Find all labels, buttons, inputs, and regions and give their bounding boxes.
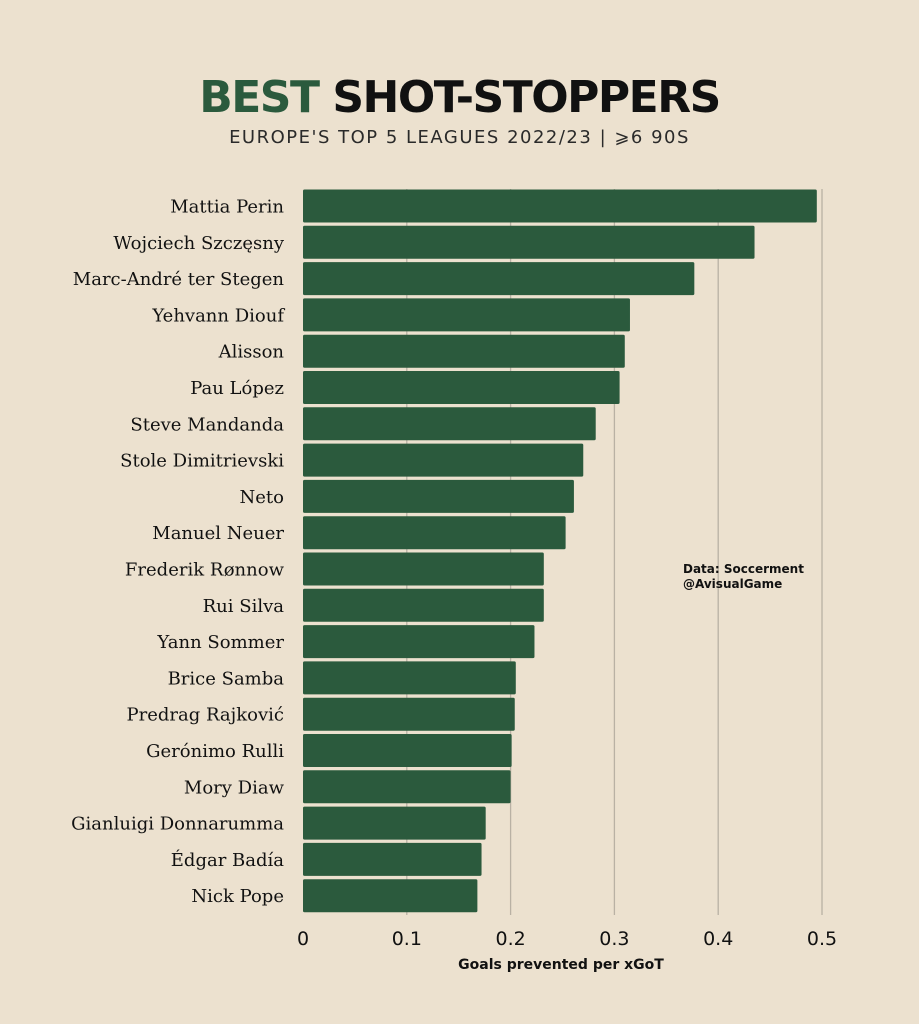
x-tick-label: 0 xyxy=(297,928,309,950)
chart-title: BEST SHOT-STOPPERS xyxy=(0,70,919,126)
bar xyxy=(303,189,817,223)
category-label: Pau López xyxy=(190,378,284,399)
bar xyxy=(303,225,755,259)
bar xyxy=(303,879,478,913)
x-tick-label: 0.2 xyxy=(495,928,525,950)
x-axis-ticks: 0 0.1 0.2 0.3 0.4 0.5 xyxy=(297,928,837,950)
bar xyxy=(303,588,544,622)
bar xyxy=(303,661,516,695)
bar xyxy=(303,806,486,840)
category-label: Yehvann Diouf xyxy=(151,305,285,326)
category-labels: Mattia Perin Wojciech Szczęsny Marc-André … xyxy=(71,197,285,908)
category-label: Édgar Badía xyxy=(171,848,284,871)
bars xyxy=(303,189,817,913)
x-axis-label: Goals prevented per xGoT xyxy=(458,957,664,973)
category-label: Rui Silva xyxy=(203,596,285,617)
category-label: Steve Mandanda xyxy=(130,414,284,435)
bar xyxy=(303,552,544,586)
chart-subtitle: EUROPE'S TOP 5 LEAGUES 2022/23 | ⩾6 90S xyxy=(229,127,690,148)
category-label: Alisson xyxy=(218,342,285,363)
bar xyxy=(303,842,482,876)
category-label: Predrag Rajković xyxy=(127,705,285,726)
category-label: Frederik Rønnow xyxy=(125,560,285,581)
category-label: Mattia Perin xyxy=(170,197,284,218)
bar xyxy=(303,443,584,477)
bar xyxy=(303,407,596,441)
category-label: Gerónimo Rulli xyxy=(146,741,284,762)
category-label: Gianluigi Donnarumma xyxy=(71,814,284,835)
source-line-data: Data: Soccerment xyxy=(683,562,804,576)
chart-title-accent: BEST xyxy=(199,72,320,123)
bar xyxy=(303,697,515,731)
bar xyxy=(303,371,620,404)
bar xyxy=(303,770,511,804)
category-label: Nick Pope xyxy=(191,886,284,907)
chart-title-rest: SHOT-STOPPERS xyxy=(318,72,721,123)
bar xyxy=(303,734,512,767)
bar xyxy=(303,262,695,296)
source-line-handle: @AvisualGame xyxy=(683,577,783,591)
category-label: Wojciech Szczęsny xyxy=(113,233,284,254)
x-tick-label: 0.3 xyxy=(599,928,629,950)
bar xyxy=(303,298,630,332)
category-label: Marc-André ter Stegen xyxy=(73,269,285,290)
gridlines xyxy=(406,189,823,915)
category-label: Mory Diaw xyxy=(184,777,285,798)
bar xyxy=(303,334,625,368)
category-label: Manuel Neuer xyxy=(152,523,284,544)
bar xyxy=(303,625,535,659)
category-label: Neto xyxy=(240,487,284,508)
bar xyxy=(303,516,566,550)
category-label: Brice Samba xyxy=(168,668,285,689)
category-label: Yann Sommer xyxy=(156,632,284,653)
x-tick-label: 0.4 xyxy=(703,928,733,950)
source-credit: Data: Soccerment @AvisualGame xyxy=(683,562,804,592)
x-tick-label: 0.1 xyxy=(392,928,422,950)
bar xyxy=(303,479,574,513)
x-tick-label: 0.5 xyxy=(807,928,837,950)
category-label: Stole Dimitrievski xyxy=(120,451,284,472)
